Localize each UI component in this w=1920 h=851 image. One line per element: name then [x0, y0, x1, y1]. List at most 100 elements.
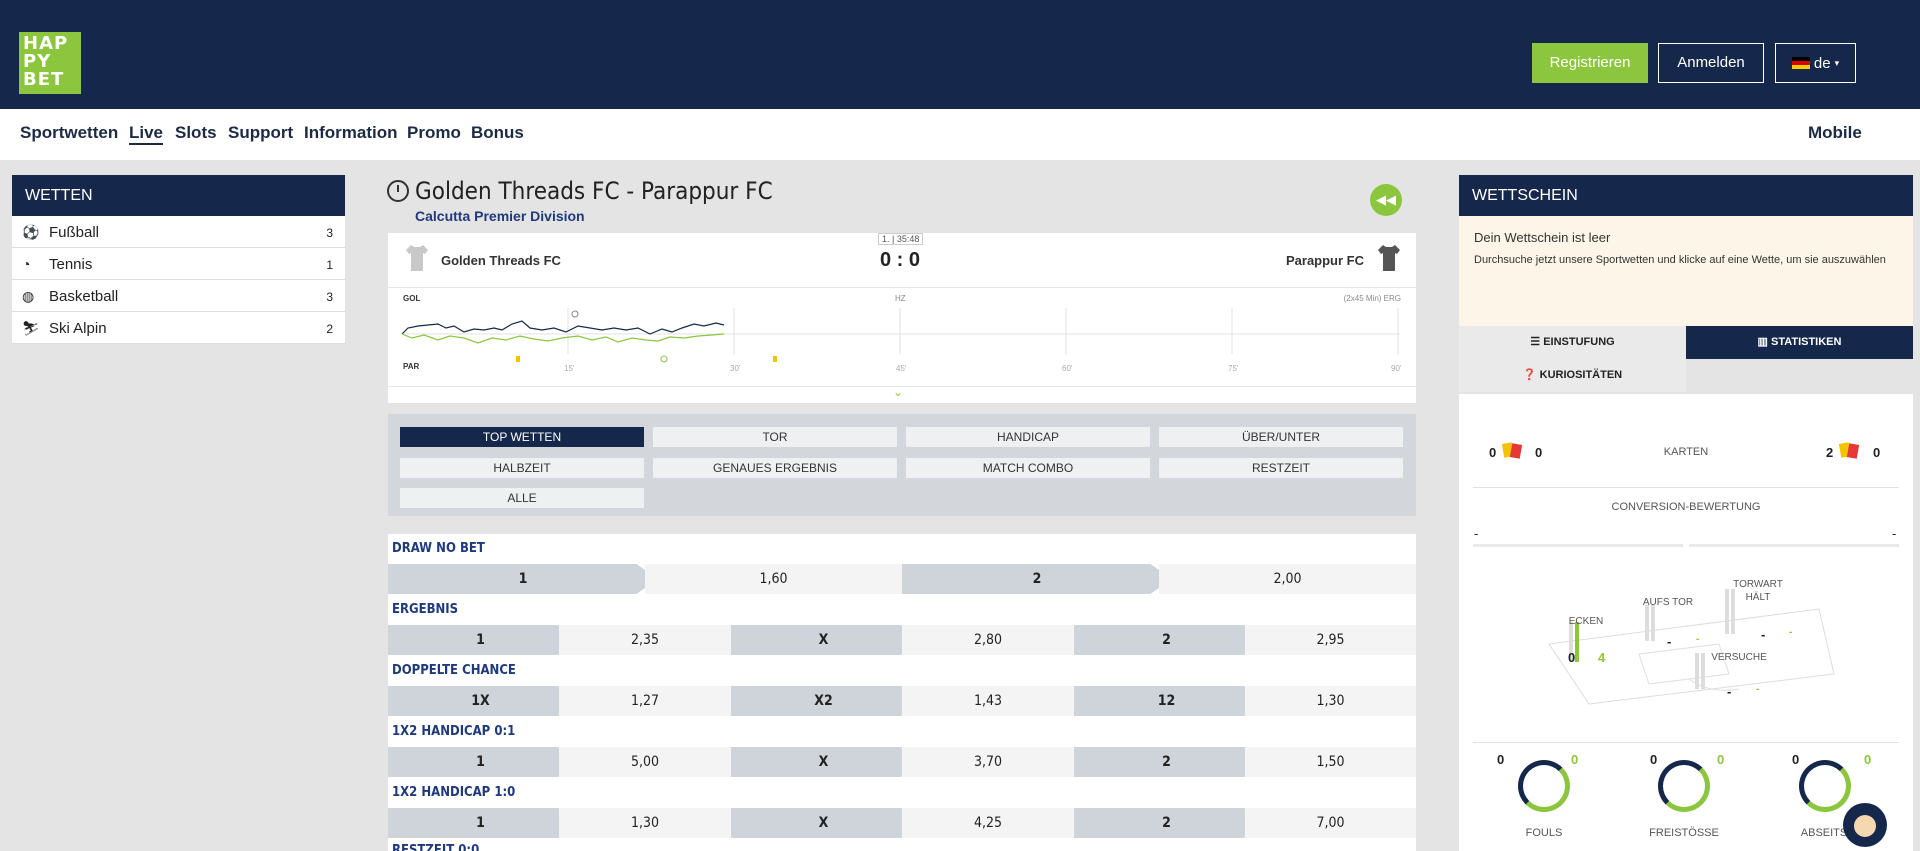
bet-selection[interactable]: X — [731, 808, 916, 838]
bet-odds[interactable]: 1,30 — [559, 808, 731, 838]
bet-odds[interactable]: 7,00 — [1245, 808, 1416, 838]
market-title: DOPPELTE CHANCE — [392, 663, 516, 678]
tab-statistiken[interactable]: ▥ STATISTIKEN — [1686, 326, 1913, 359]
bet-odds[interactable]: 2,80 — [902, 625, 1074, 655]
language-select[interactable]: de ▾ — [1775, 43, 1856, 83]
on-target-away: - — [1696, 634, 1700, 645]
filter-tor[interactable]: TOR — [653, 427, 897, 447]
language-value: de — [1813, 54, 1831, 72]
cards-icon — [1501, 442, 1523, 459]
market-title: 1X2 HANDICAP 0:1 — [392, 724, 516, 739]
rewind-icon: ◀◀ — [1376, 192, 1396, 207]
rewind-button[interactable]: ◀◀ — [1370, 184, 1402, 216]
match-statistics: 0 0 KARTEN 2 0 CONVERSION-BEWERTUNG - - … — [1459, 394, 1913, 851]
logo-line-1: HAP — [23, 33, 69, 54]
nav-slots[interactable]: Slots — [175, 123, 217, 142]
bet-odds[interactable]: 2,95 — [1245, 625, 1416, 655]
attempts-away: - — [1756, 684, 1760, 695]
bet-odds[interactable]: 1,50 — [1245, 747, 1416, 777]
market-title: ERGEBNIS — [392, 602, 459, 617]
sidebar-item-fussball[interactable]: ⚽ Fußball 3 — [12, 216, 345, 248]
graph-erg-label: (2x45 Min) ERG — [1343, 294, 1401, 303]
bet-odds[interactable]: 1,60 — [645, 564, 902, 594]
bet-odds[interactable]: 4,25 — [902, 808, 1074, 838]
bet-selection[interactable]: 12 — [1074, 686, 1259, 716]
happybet-logo[interactable]: HAP PY BET — [19, 32, 81, 94]
bet-selection[interactable]: 2 — [1074, 747, 1259, 777]
question-icon: ❓ — [1522, 369, 1540, 381]
nav-sportwetten[interactable]: Sportwetten — [20, 123, 119, 142]
home-team-name: Golden Threads FC — [441, 253, 561, 268]
sidebar-item-ski-alpin[interactable]: ⛷ Ski Alpin 2 — [12, 312, 345, 344]
filter-alle[interactable]: ALLE — [400, 488, 644, 508]
match-title: Golden Threads FC - Parappur FC — [387, 177, 773, 205]
sidebar-item-basketball[interactable]: ◍ Basketball 3 — [12, 280, 345, 312]
tab-einstufung[interactable]: ☰ EINSTUFUNG — [1459, 326, 1686, 359]
filter-top-wetten[interactable]: TOP WETTEN — [400, 427, 644, 447]
bet-odds[interactable]: 2,00 — [1159, 564, 1416, 594]
keeper-label-1: TORWART — [1733, 579, 1783, 590]
bet-selection[interactable]: 1 — [388, 808, 573, 838]
soccer-ball-icon: ⚽ — [22, 224, 40, 240]
bar-chart-icon: ▥ — [1757, 336, 1771, 348]
home-red-cards: 0 — [1535, 445, 1543, 460]
tab-label: KURIOSITÄTEN — [1539, 369, 1623, 381]
offside-home: 0 — [1792, 752, 1800, 767]
filter-restzeit[interactable]: RESTZEIT — [1159, 458, 1403, 478]
nav-support[interactable]: Support — [228, 123, 294, 142]
graph-tick-15: 15' — [564, 364, 575, 373]
bet-selection[interactable]: X — [731, 625, 916, 655]
filter-halbzeit[interactable]: HALBZEIT — [400, 458, 644, 478]
graph-par-label: PAR — [403, 362, 420, 371]
caret-down-icon: ▾ — [1834, 57, 1840, 68]
nav-bonus[interactable]: Bonus — [471, 123, 524, 142]
nav-mobile[interactable]: Mobile — [1808, 123, 1862, 142]
bet-odds[interactable]: 2,35 — [559, 625, 731, 655]
clock-icon — [387, 180, 409, 202]
filter-handicap[interactable]: HANDICAP — [906, 427, 1150, 447]
bet-selection[interactable]: 1 — [388, 747, 573, 777]
filter-ueber-unter[interactable]: ÜBER/UNTER — [1159, 427, 1403, 447]
top-header: HAP PY BET Registrieren Anmelden de ▾ — [0, 0, 1920, 109]
away-red-cards: 0 — [1873, 445, 1881, 460]
bet-selection[interactable]: 2 — [1074, 808, 1259, 838]
sidebar-item-label: Tennis — [49, 256, 93, 273]
tennis-ball-icon: ◔ — [22, 256, 31, 272]
bet-odds[interactable]: 1,43 — [902, 686, 1074, 716]
sidebar-item-tennis[interactable]: ◔ Tennis 1 — [12, 248, 345, 280]
bet-selection[interactable]: 1 — [388, 564, 658, 594]
bet-selection[interactable]: 1 — [388, 625, 573, 655]
sidebar-item-label: Basketball — [49, 288, 119, 305]
nav-live[interactable]: Live — [129, 123, 164, 145]
graph-hz-label: HZ — [895, 294, 906, 303]
graph-tick-60: 60' — [1062, 364, 1073, 373]
bet-selection[interactable]: 1X — [388, 686, 573, 716]
bet-odds[interactable]: 1,30 — [1245, 686, 1416, 716]
market-filters: TOP WETTEN TOR HANDICAP ÜBER/UNTER HALBZ… — [388, 414, 1416, 516]
away-shirt-icon — [1378, 245, 1400, 271]
filter-genaues-ergebnis[interactable]: GENAUES ERGEBNIS — [653, 458, 897, 478]
bet-odds[interactable]: 3,70 — [902, 747, 1074, 777]
bet-slip-empty-title: Dein Wettschein ist leer — [1474, 230, 1611, 245]
bet-odds[interactable]: 1,27 — [559, 686, 731, 716]
nav-promo[interactable]: Promo — [407, 123, 461, 142]
bet-selection[interactable]: 2 — [1074, 625, 1259, 655]
market-title: DRAW NO BET — [392, 541, 485, 556]
german-flag-icon — [1791, 57, 1810, 69]
login-button[interactable]: Anmelden — [1658, 43, 1764, 83]
bet-selection[interactable]: X — [731, 747, 916, 777]
bet-selection[interactable]: X2 — [731, 686, 916, 716]
graph-tick-75: 75' — [1228, 364, 1239, 373]
filter-match-combo[interactable]: MATCH COMBO — [906, 458, 1150, 478]
bet-odds[interactable]: 5,00 — [559, 747, 731, 777]
tab-kuriositaeten[interactable]: ❓ KURIOSITÄTEN — [1459, 359, 1686, 392]
attempts-label: VERSUCHE — [1711, 652, 1767, 663]
skier-icon: ⛷ — [22, 320, 40, 336]
register-button[interactable]: Registrieren — [1532, 43, 1648, 83]
graph-tick-90: 90' — [1391, 364, 1402, 373]
nav-information[interactable]: Information — [304, 123, 398, 142]
bet-selection[interactable]: 2 — [902, 564, 1172, 594]
expand-chevron-icon[interactable]: ⌄ — [893, 385, 904, 399]
chat-mascot-button[interactable] — [1843, 803, 1887, 847]
league-name[interactable]: Calcutta Premier Division — [415, 208, 585, 224]
